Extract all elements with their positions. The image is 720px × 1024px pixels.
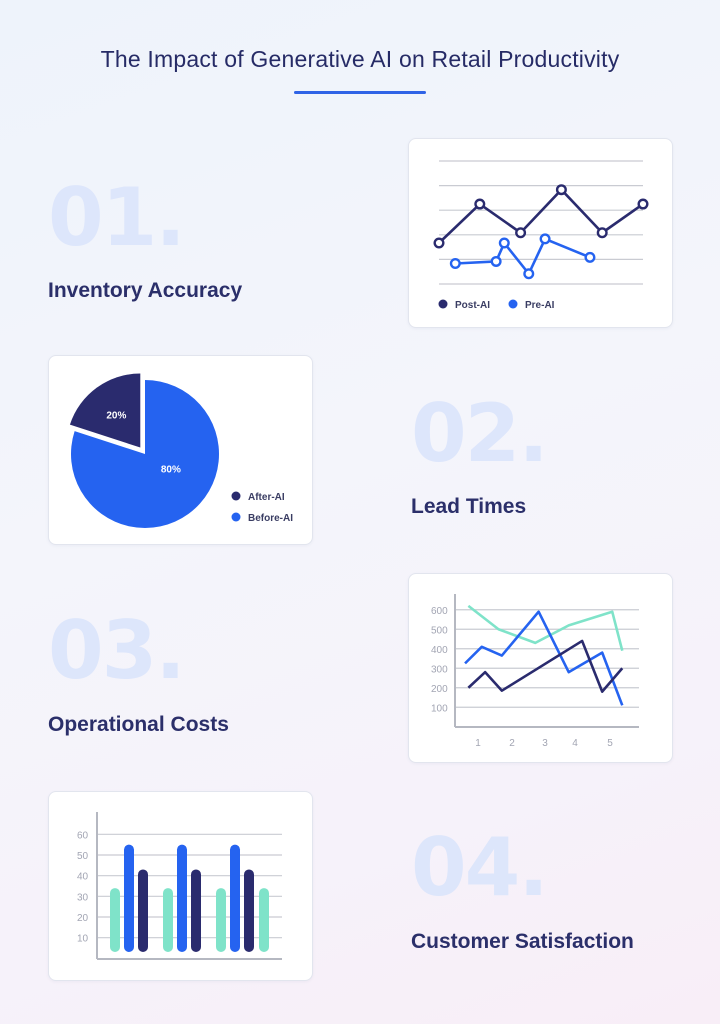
bar [110,888,120,952]
y-tick-label: 300 [431,664,448,675]
legend-label-0: Post-AI [455,300,490,311]
legend-label-0: After-AI [248,492,285,503]
x-tick-label: 1 [475,738,481,749]
chart-card-customer-satisfaction: 10 20 30 40 50 60 [48,791,313,981]
pie-chart-after-before-ai: 20% 80% After-AI Before-AI [69,373,293,528]
section-number-4: 04. [411,821,549,914]
page-title: The Impact of Generative AI on Retail Pr… [100,46,620,72]
legend-marker-1 [231,512,241,522]
title-underline [294,91,426,94]
section-number-3: 03. [48,604,186,697]
pie-slice-before-ai [71,380,219,528]
y-tick-label: 500 [431,625,448,636]
pie-data-label: 80% [161,464,181,475]
legend-marker-0 [438,299,448,309]
data-point [555,184,567,196]
bar [138,869,148,952]
x-tick-label: 3 [542,738,548,749]
data-point [515,227,527,239]
section-label-inventory-accuracy: Inventory Accuracy [48,279,243,302]
bar [163,888,173,952]
series-line-1 [455,237,591,276]
chart-card-operational-costs: 100 200 300 400 500 600 1 2 3 4 5 [408,573,673,763]
y-tick-label: 40 [77,872,89,883]
bar [124,844,134,952]
data-point [523,268,535,280]
y-tick-label: 200 [431,684,448,695]
data-point [490,255,502,267]
section-label-operational-costs: Operational Costs [48,713,229,736]
y-tick-label: 60 [77,830,89,841]
data-point [539,233,551,245]
legend-label-1: Pre-AI [525,300,555,311]
series-line-1 [464,610,624,706]
legend-marker-1 [508,299,518,309]
bar [259,888,269,952]
y-tick-label: 30 [77,892,89,903]
bar [230,844,240,952]
bar-chart-customer-satisfaction: 10 20 30 40 50 60 [77,812,282,960]
bar [244,869,254,952]
chart-card-inventory-accuracy: Post-AI Pre-AI [408,138,673,328]
y-tick-label: 10 [77,934,89,945]
pie-data-label: 20% [106,411,126,422]
section-label-lead-times: Lead Times [411,495,527,518]
series-line-2 [467,639,624,693]
chart-card-lead-times: 20% 80% After-AI Before-AI [48,355,313,545]
line-chart-post-pre-ai: Post-AI Pre-AI [433,160,649,311]
x-tick-label: 5 [607,738,613,749]
y-tick-label: 100 [431,703,448,714]
section-number-1: 01. [48,171,186,264]
line-chart-operational-costs: 100 200 300 400 500 600 1 2 3 4 5 [431,594,639,749]
section-label-customer-satisfaction: Customer Satisfaction [411,930,634,953]
bar [177,844,187,952]
series-line-0 [467,604,624,652]
pie-slice-after-ai [69,373,141,448]
data-point [449,257,461,269]
legend-label-1: Before-AI [248,513,293,524]
data-point [584,251,596,263]
bar [216,888,226,952]
bar [191,869,201,952]
data-point [474,198,486,210]
y-tick-label: 400 [431,645,448,656]
data-point [433,237,445,249]
x-tick-label: 2 [509,738,515,749]
y-tick-label: 600 [431,606,448,617]
series-line-0 [438,188,644,244]
section-number-2: 02. [411,387,549,480]
y-tick-label: 20 [77,913,89,924]
data-point [596,227,608,239]
data-point [498,237,510,249]
y-tick-label: 50 [77,851,89,862]
data-point [637,198,649,210]
legend-marker-0 [231,491,241,501]
x-tick-label: 4 [572,738,578,749]
